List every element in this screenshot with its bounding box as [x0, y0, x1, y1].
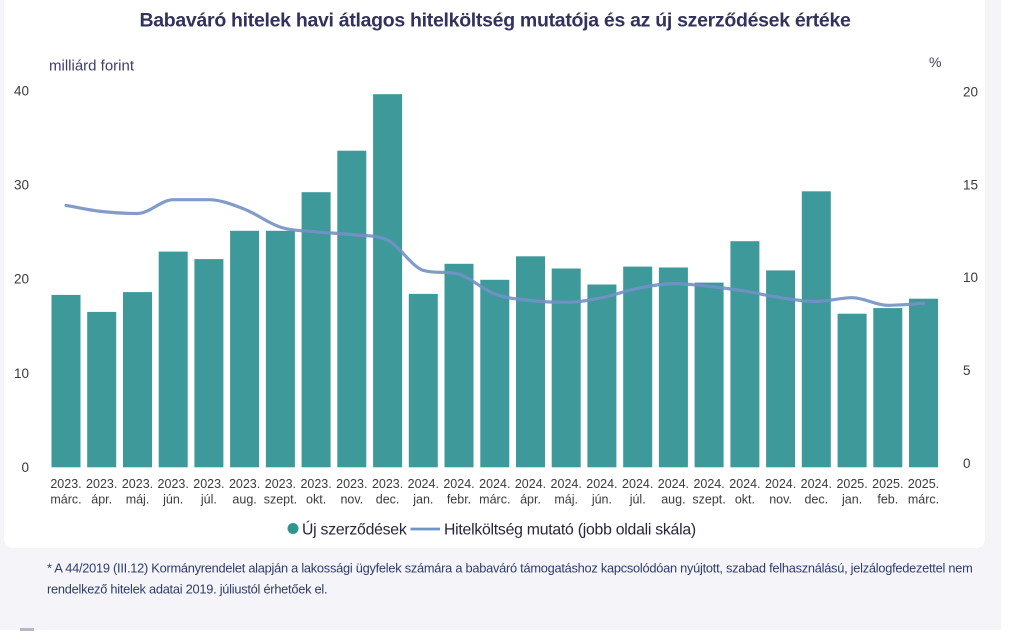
svg-text:rendelkező hitelek adatai 2019: rendelkező hitelek adatai 2019. júliustó…	[47, 582, 327, 597]
svg-text:2024.: 2024.	[586, 477, 617, 491]
svg-text:2023.: 2023.	[193, 477, 224, 491]
svg-text:szept.: szept.	[692, 493, 725, 507]
svg-text:2024.: 2024.	[622, 477, 653, 491]
svg-text:2024.: 2024.	[551, 477, 582, 491]
svg-text:2024.: 2024.	[658, 477, 689, 491]
svg-text:2023.: 2023.	[122, 477, 153, 491]
svg-text:0: 0	[963, 456, 971, 471]
svg-text:aug.: aug.	[232, 493, 256, 507]
svg-text:40: 40	[14, 83, 29, 98]
svg-text:2024.: 2024.	[729, 477, 760, 491]
svg-text:febr.: febr.	[447, 493, 471, 507]
svg-text:dec.: dec.	[804, 493, 828, 507]
svg-text:máj.: máj.	[126, 493, 150, 507]
svg-text:2023.: 2023.	[50, 477, 81, 491]
svg-text:2024.: 2024.	[801, 477, 832, 491]
svg-text:Új szerződések: Új szerződések	[302, 520, 407, 539]
svg-text:Hitelköltség mutató (jobb olda: Hitelköltség mutató (jobb oldali skála)	[444, 522, 696, 539]
svg-text:0: 0	[21, 460, 29, 475]
svg-text:szept.: szept.	[264, 493, 297, 507]
svg-text:2025.: 2025.	[908, 477, 939, 491]
svg-text:2024.: 2024.	[443, 477, 474, 491]
svg-text:2024.: 2024.	[515, 477, 546, 491]
svg-text:2023.: 2023.	[86, 477, 117, 491]
svg-text:máj.: máj.	[554, 493, 578, 507]
svg-text:2023.: 2023.	[372, 477, 403, 491]
svg-text:2024.: 2024.	[408, 477, 439, 491]
svg-text:aug.: aug.	[661, 493, 685, 507]
svg-text:15: 15	[963, 177, 978, 192]
svg-text:Babaváró hitelek havi átlagos: Babaváró hitelek havi átlagos hitelkölts…	[139, 10, 851, 32]
svg-text:okt.: okt.	[306, 493, 326, 507]
svg-text:2024.: 2024.	[693, 477, 724, 491]
svg-text:milliárd forint: milliárd forint	[49, 58, 135, 75]
svg-text:feb.: feb.	[877, 493, 898, 507]
svg-text:2024.: 2024.	[479, 477, 510, 491]
svg-text:10: 10	[963, 270, 978, 285]
svg-text:2023.: 2023.	[336, 477, 367, 491]
svg-text:10: 10	[14, 366, 29, 381]
svg-text:30: 30	[14, 178, 29, 193]
svg-text:júl.: júl.	[200, 493, 217, 507]
svg-text:márc.: márc.	[908, 493, 939, 507]
svg-text:2025.: 2025.	[836, 477, 867, 491]
svg-text:2023.: 2023.	[265, 477, 296, 491]
svg-text:2023.: 2023.	[229, 477, 260, 491]
svg-text:dec.: dec.	[376, 493, 400, 507]
svg-text:márc.: márc.	[479, 493, 510, 507]
svg-text:jún.: jún.	[162, 493, 183, 507]
svg-text:20: 20	[963, 85, 978, 100]
svg-text:2023.: 2023.	[300, 477, 331, 491]
svg-text:jún.: jún.	[591, 493, 612, 507]
svg-text:jan.: jan.	[412, 493, 433, 507]
svg-text:2025.: 2025.	[872, 477, 903, 491]
svg-text:nov.: nov.	[340, 493, 363, 507]
svg-text:* A 44/2019 (III.12) Kormányre: * A 44/2019 (III.12) Kormányrendelet ala…	[47, 561, 973, 576]
svg-text:jan.: jan.	[841, 493, 862, 507]
svg-text:okt.: okt.	[735, 493, 755, 507]
svg-text:ápr.: ápr.	[520, 493, 541, 507]
svg-text:2024.: 2024.	[765, 477, 796, 491]
svg-text:júl.: júl.	[629, 493, 646, 507]
svg-text:márc.: márc.	[50, 493, 81, 507]
svg-text:nov.: nov.	[769, 493, 792, 507]
svg-text:%: %	[929, 54, 941, 70]
svg-text:20: 20	[14, 272, 29, 287]
svg-text:ápr.: ápr.	[91, 493, 112, 507]
svg-text:5: 5	[963, 363, 971, 378]
svg-text:2023.: 2023.	[158, 477, 189, 491]
